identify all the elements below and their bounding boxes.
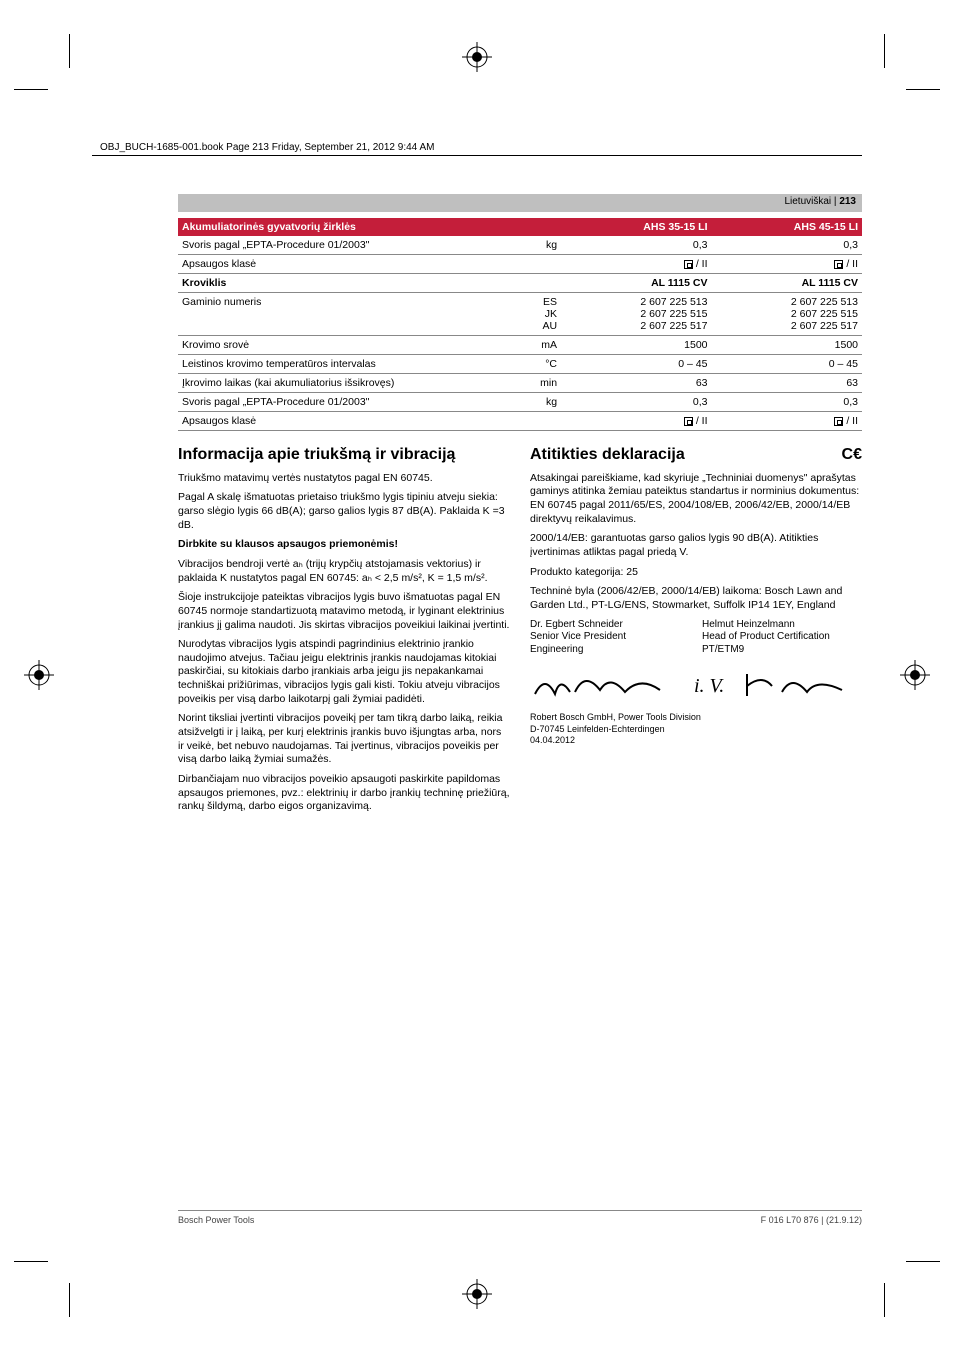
table-section-label: Kroviklis: [178, 274, 499, 293]
registration-mark-icon: [462, 1279, 492, 1309]
body-text: Norint tiksliai įvertinti vibracijos pov…: [178, 712, 510, 767]
body-text: Triukšmo matavimų vertės nustatytos paga…: [178, 472, 510, 486]
table-cell: 0,3: [561, 236, 711, 255]
crop-mark: [884, 1261, 940, 1317]
table-cell: Leistinos krovimo temperatūros intervala…: [178, 355, 499, 374]
table-cell: 0,3: [561, 393, 711, 412]
table-cell: 0,3: [712, 393, 863, 412]
specs-table: Akumuliatorinės gyvatvorių žirklės AHS 35…: [178, 218, 862, 431]
table-cell: 0,3: [712, 236, 863, 255]
table-cell: kg: [499, 236, 561, 255]
section-title: Informacija apie triukšmą ir vibraciją: [178, 445, 510, 466]
registration-mark-icon: [900, 660, 930, 690]
body-text: Vibracijos bendroji vertė aₕ (trijų kryp…: [178, 558, 510, 585]
body-text: Nurodytas vibracijos lygis atspindi pagr…: [178, 638, 510, 706]
page-language: Lietuviškai: [784, 196, 831, 207]
signature-icon: [530, 666, 680, 702]
header-text: OBJ_BUCH-1685-001.book Page 213 Friday, …: [100, 142, 434, 153]
signatory-block: Dr. Egbert Schneider Senior Vice Preside…: [530, 619, 690, 657]
table-cell: / II: [561, 412, 711, 431]
table-cell: 2 607 225 513 2 607 225 515 2 607 225 51…: [561, 293, 711, 336]
table-header-label: Akumuliatorinės gyvatvorių žirklės: [178, 218, 499, 236]
table-cell: Apsaugos klasė: [178, 412, 499, 431]
footer-left: Bosch Power Tools: [178, 1215, 254, 1225]
left-column: Informacija apie triukšmą ir vibraciją T…: [178, 445, 510, 820]
crop-mark: [14, 34, 70, 90]
table-cell: / II: [712, 255, 863, 274]
body-text: Pagal A skalę išmatuotas prietaiso triuk…: [178, 491, 510, 532]
footer-right: F 016 L70 876 | (21.9.12): [761, 1215, 862, 1225]
body-text: Produkto kategorija: 25: [530, 566, 862, 580]
section-title: Atitikties deklaracijaC€: [530, 445, 862, 466]
body-text: Dirbančiajam nuo vibracijos poveikio aps…: [178, 773, 510, 814]
table-cell: Įkrovimo laikas (kai akumuliatorius išsi…: [178, 374, 499, 393]
table-cell: 1500: [561, 336, 711, 355]
table-cell: Gaminio numeris: [178, 293, 499, 336]
page-footer: Bosch Power Tools F 016 L70 876 | (21.9.…: [178, 1210, 862, 1225]
table-cell: ES JK AU: [499, 293, 561, 336]
table-cell: AL 1115 CV: [561, 274, 711, 293]
table-cell: Svoris pagal „EPTA-Procedure 01/2003": [178, 393, 499, 412]
table-cell: [499, 412, 561, 431]
table-cell: AL 1115 CV: [712, 274, 863, 293]
table-cell: °C: [499, 355, 561, 374]
crop-mark: [884, 34, 940, 90]
registration-mark-icon: [462, 42, 492, 72]
table-header-model: AHS 45-15 LI: [712, 218, 863, 236]
table-cell: 0 – 45: [561, 355, 711, 374]
table-cell: 63: [712, 374, 863, 393]
signatory-block: Helmut Heinzelmann Head of Product Certi…: [702, 619, 862, 657]
body-text: Šioje instrukcijoje pateiktas vibracijos…: [178, 591, 510, 632]
table-cell: / II: [712, 412, 863, 431]
registration-mark-icon: [24, 660, 54, 690]
ce-mark-icon: C€: [842, 445, 862, 466]
table-cell: [499, 255, 561, 274]
crop-mark: [14, 1261, 70, 1317]
address-block: Robert Bosch GmbH, Power Tools Division …: [530, 712, 862, 747]
table-cell: Krovimo srovė: [178, 336, 499, 355]
table-cell: 2 607 225 513 2 607 225 515 2 607 225 51…: [712, 293, 863, 336]
page-header-bar: Lietuviškai | 213: [178, 194, 862, 212]
svg-text:i. V.: i. V.: [694, 675, 725, 697]
header-rule: [92, 155, 862, 156]
signature-icon: i. V.: [692, 666, 852, 702]
table-cell: kg: [499, 393, 561, 412]
table-header-model: AHS 35-15 LI: [561, 218, 711, 236]
table-cell: Apsaugos klasė: [178, 255, 499, 274]
table-cell: 1500: [712, 336, 863, 355]
page-number: 213: [839, 196, 856, 207]
table-cell: Svoris pagal „EPTA-Procedure 01/2003": [178, 236, 499, 255]
body-text: Dirbkite su klausos apsaugos priemonėmis…: [178, 538, 510, 552]
right-column: Atitikties deklaracijaC€ Atsakingai pare…: [530, 445, 862, 820]
body-text: Atsakingai pareiškiame, kad skyriuje „Te…: [530, 472, 862, 527]
table-cell: / II: [561, 255, 711, 274]
body-text: Techninė byla (2006/42/EB, 2000/14/EB) l…: [530, 585, 862, 612]
body-text: 2000/14/EB: garantuotas garso galios lyg…: [530, 532, 862, 559]
table-cell: min: [499, 374, 561, 393]
table-cell: mA: [499, 336, 561, 355]
table-cell: 63: [561, 374, 711, 393]
table-cell: 0 – 45: [712, 355, 863, 374]
